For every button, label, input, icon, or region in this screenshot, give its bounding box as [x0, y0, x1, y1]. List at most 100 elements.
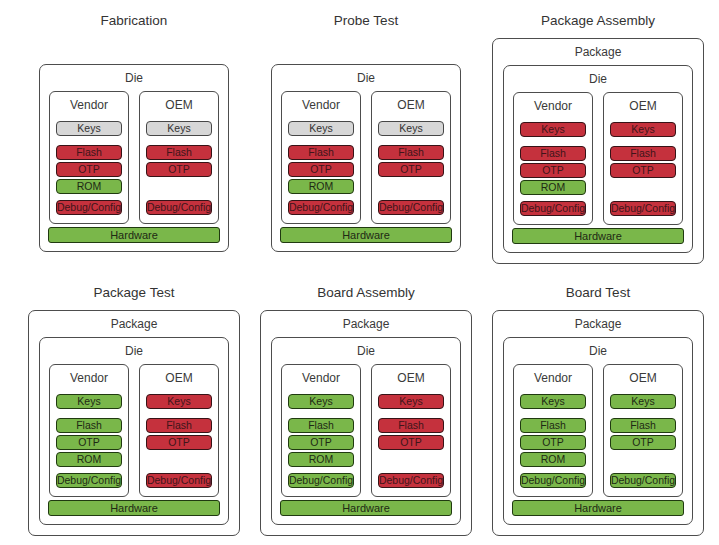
otp-chip: OTP	[378, 162, 444, 177]
stage-package-test: Package Test Package Die Vendor Keys Fla…	[18, 274, 250, 545]
vendor-label: Vendor	[534, 371, 572, 385]
otp-chip: OTP	[610, 435, 676, 450]
hardware-bar: Hardware	[512, 500, 684, 516]
units-row: Vendor Keys Flash OTP ROM Debug/Config O…	[48, 364, 220, 497]
debug-config-chip: Debug/Config	[146, 473, 212, 488]
oem-label: OEM	[629, 99, 656, 113]
keys-chip: Keys	[146, 394, 212, 409]
oem-label: OEM	[165, 371, 192, 385]
debug-config-chip: Debug/Config	[610, 473, 676, 488]
vendor-label: Vendor	[70, 371, 108, 385]
stage-board-assembly: Board Assembly Package Die Vendor Keys F…	[250, 274, 482, 545]
otp-chip: OTP	[56, 162, 122, 177]
otp-chip: OTP	[520, 435, 586, 450]
keys-chip: Keys	[288, 394, 354, 409]
die-box: Die Vendor Keys Flash OTP ROM Debug/Conf…	[39, 64, 229, 252]
debug-config-chip: Debug/Config	[378, 473, 444, 488]
vendor-box: Vendor Keys Flash OTP ROM Debug/Config	[49, 91, 129, 224]
stage-title: Probe Test	[334, 13, 398, 31]
die-label: Die	[280, 341, 452, 364]
stage-title: Package Assembly	[541, 13, 655, 31]
flash-chip: Flash	[610, 418, 676, 433]
package-label: Package	[503, 42, 693, 65]
oem-label: OEM	[165, 98, 192, 112]
flash-chip: Flash	[146, 145, 212, 160]
keys-chip: Keys	[610, 394, 676, 409]
flash-chip: Flash	[146, 418, 212, 433]
rom-chip: ROM	[520, 180, 586, 195]
debug-config-chip: Debug/Config	[56, 200, 122, 215]
debug-config-chip: Debug/Config	[520, 473, 586, 488]
units-row: Vendor Keys Flash OTP ROM Debug/Config O…	[512, 92, 684, 225]
vendor-box: Vendor Keys Flash OTP ROM Debug/Config	[281, 364, 361, 497]
vendor-label: Vendor	[302, 98, 340, 112]
package-box: Package Die Vendor Keys Flash OTP ROM De…	[28, 310, 240, 536]
debug-config-chip: Debug/Config	[288, 473, 354, 488]
otp-chip: OTP	[610, 163, 676, 178]
die-box: Die Vendor Keys Flash OTP ROM Debug/Conf…	[271, 337, 461, 525]
stage-fabrication: Fabrication Die Vendor Keys Flash OTP RO…	[18, 2, 250, 274]
flash-chip: Flash	[520, 146, 586, 161]
units-row: Vendor Keys Flash OTP ROM Debug/Config O…	[280, 91, 452, 224]
otp-chip: OTP	[520, 163, 586, 178]
debug-config-chip: Debug/Config	[610, 201, 676, 216]
die-label: Die	[48, 68, 220, 91]
hardware-bar: Hardware	[280, 227, 452, 243]
oem-label: OEM	[629, 371, 656, 385]
die-label: Die	[512, 69, 684, 92]
vendor-box: Vendor Keys Flash OTP ROM Debug/Config	[513, 92, 593, 225]
keys-chip: Keys	[610, 122, 676, 137]
units-row: Vendor Keys Flash OTP ROM Debug/Config O…	[512, 364, 684, 497]
otp-chip: OTP	[378, 435, 444, 450]
hardware-bar: Hardware	[280, 500, 452, 516]
otp-chip: OTP	[146, 162, 212, 177]
lifecycle-diagram-grid: Fabrication Die Vendor Keys Flash OTP RO…	[0, 0, 719, 545]
oem-box: OEM Keys Flash OTP Debug/Config	[603, 92, 683, 225]
flash-chip: Flash	[520, 418, 586, 433]
rom-chip: ROM	[56, 452, 122, 467]
package-box: Package Die Vendor Keys Flash OTP ROM De…	[492, 310, 704, 536]
stage-probe-test: Probe Test Die Vendor Keys Flash OTP ROM…	[250, 2, 482, 274]
oem-label: OEM	[397, 98, 424, 112]
package-box: Package Die Vendor Keys Flash OTP ROM De…	[260, 310, 472, 536]
rom-chip: ROM	[288, 452, 354, 467]
keys-chip: Keys	[56, 121, 122, 136]
rom-chip: ROM	[56, 179, 122, 194]
oem-label: OEM	[397, 371, 424, 385]
vendor-label: Vendor	[70, 98, 108, 112]
package-label: Package	[39, 314, 229, 337]
oem-box: OEM Keys Flash OTP Debug/Config	[371, 364, 451, 497]
die-label: Die	[280, 68, 452, 91]
hardware-bar: Hardware	[48, 227, 220, 243]
otp-chip: OTP	[288, 162, 354, 177]
units-row: Vendor Keys Flash OTP ROM Debug/Config O…	[280, 364, 452, 497]
die-box: Die Vendor Keys Flash OTP ROM Debug/Conf…	[503, 337, 693, 525]
rom-chip: ROM	[288, 179, 354, 194]
keys-chip: Keys	[378, 121, 444, 136]
otp-chip: OTP	[288, 435, 354, 450]
keys-chip: Keys	[520, 394, 586, 409]
keys-chip: Keys	[378, 394, 444, 409]
stage-title: Package Test	[94, 285, 175, 303]
die-box: Die Vendor Keys Flash OTP ROM Debug/Conf…	[271, 64, 461, 252]
die-box: Die Vendor Keys Flash OTP ROM Debug/Conf…	[39, 337, 229, 525]
keys-chip: Keys	[520, 122, 586, 137]
die-label: Die	[48, 341, 220, 364]
flash-chip: Flash	[56, 418, 122, 433]
vendor-box: Vendor Keys Flash OTP ROM Debug/Config	[281, 91, 361, 224]
keys-chip: Keys	[146, 121, 212, 136]
die-label: Die	[512, 341, 684, 364]
stage-title: Fabrication	[101, 13, 168, 31]
otp-chip: OTP	[146, 435, 212, 450]
oem-box: OEM Keys Flash OTP Debug/Config	[139, 364, 219, 497]
flash-chip: Flash	[288, 145, 354, 160]
hardware-bar: Hardware	[512, 228, 684, 244]
oem-box: OEM Keys Flash OTP Debug/Config	[603, 364, 683, 497]
oem-box: OEM Keys Flash OTP Debug/Config	[139, 91, 219, 224]
debug-config-chip: Debug/Config	[288, 200, 354, 215]
vendor-label: Vendor	[534, 99, 572, 113]
stage-package-assembly: Package Assembly Package Die Vendor Keys…	[482, 2, 714, 274]
flash-chip: Flash	[56, 145, 122, 160]
flash-chip: Flash	[610, 146, 676, 161]
package-label: Package	[271, 314, 461, 337]
